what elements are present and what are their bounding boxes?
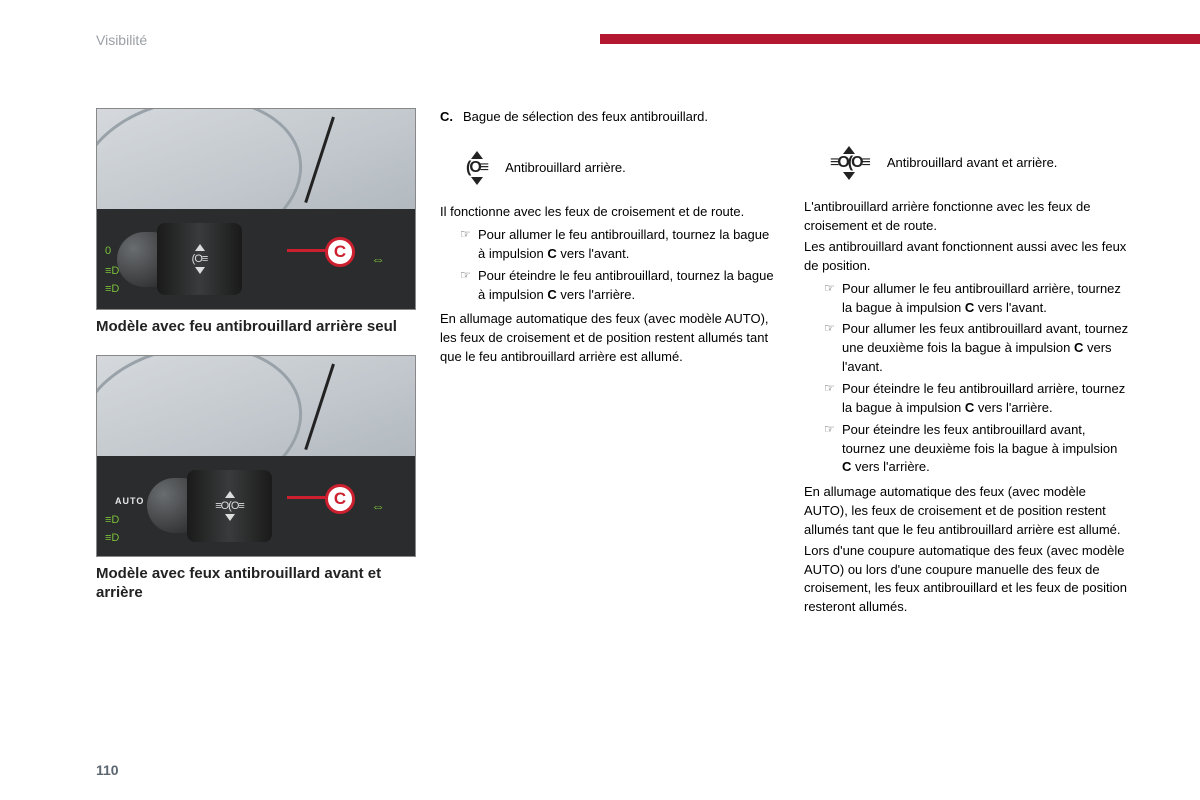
list-item: Pour allumer les feux antibrouillard ava… xyxy=(824,320,1130,377)
mid-p1: Il fonctionne avec les feux de croisemen… xyxy=(440,203,780,222)
c-badge-icon: C xyxy=(325,237,355,267)
illustration-front-rear: AUTO ≡D ≡D ≡O(O≡ ⇔ C xyxy=(96,355,416,557)
mid-bullets: Pour allumer le feu antibrouillard, tour… xyxy=(440,226,780,304)
right-p4: Lors d'une coupure automatique des feux … xyxy=(804,542,1130,617)
caption-front-rear: Modèle avec feux antibrouillard avant et… xyxy=(96,565,416,603)
right-column: ≡O(O≡ Antibrouillard avant et arrière. L… xyxy=(804,108,1130,620)
right-bullets: Pour allumer le feu antibrouillard arriè… xyxy=(804,280,1130,477)
front-rear-fog-icon: ≡O(O≡ xyxy=(830,146,869,180)
front-rear-fog-row: ≡O(O≡ Antibrouillard avant et arrière. xyxy=(830,146,1130,180)
page-number: 110 xyxy=(96,762,119,778)
right-p2: Les antibrouillard avant fonctionnent au… xyxy=(804,238,1130,276)
right-p1: L'antibrouillard arrière fonctionne avec… xyxy=(804,198,1130,236)
c-desc: Bague de sélection des feux antibrouilla… xyxy=(463,109,708,124)
left-column: 0 ≡D ≡D (O≡ ⇔ C Modèle avec feu antibrou… xyxy=(96,108,416,620)
rear-fog-icon: (O≡ xyxy=(466,151,487,185)
rear-fog-row: (O≡ Antibrouillard arrière. xyxy=(466,151,780,185)
rear-fog-label: Antibrouillard arrière. xyxy=(505,159,626,178)
c-definition: C. Bague de sélection des feux antibrouil… xyxy=(440,108,780,127)
list-item: Pour éteindre le feu antibrouillard arri… xyxy=(824,380,1130,418)
right-p3: En allumage automatique des feux (avec m… xyxy=(804,483,1130,540)
auto-label: AUTO xyxy=(115,496,144,506)
list-item: Pour éteindre les feux antibrouillard av… xyxy=(824,421,1130,478)
middle-column: C. Bague de sélection des feux antibrouil… xyxy=(440,108,780,620)
section-label: Visibilité xyxy=(96,32,147,48)
c-letter: C. xyxy=(440,109,453,124)
mid-p2: En allumage automatique des feux (avec m… xyxy=(440,310,780,367)
list-item: Pour éteindre le feu antibrouillard, tou… xyxy=(460,267,780,305)
accent-bar xyxy=(600,34,1200,44)
front-rear-fog-label: Antibrouillard avant et arrière. xyxy=(887,154,1058,173)
c-badge-icon: C xyxy=(325,484,355,514)
list-item: Pour allumer le feu antibrouillard arriè… xyxy=(824,280,1130,318)
caption-rear-only: Modèle avec feu antibrouillard arrière s… xyxy=(96,318,416,337)
content-grid: 0 ≡D ≡D (O≡ ⇔ C Modèle avec feu antibrou… xyxy=(96,108,1130,620)
list-item: Pour allumer le feu antibrouillard, tour… xyxy=(460,226,780,264)
illustration-rear-only: 0 ≡D ≡D (O≡ ⇔ C xyxy=(96,108,416,310)
